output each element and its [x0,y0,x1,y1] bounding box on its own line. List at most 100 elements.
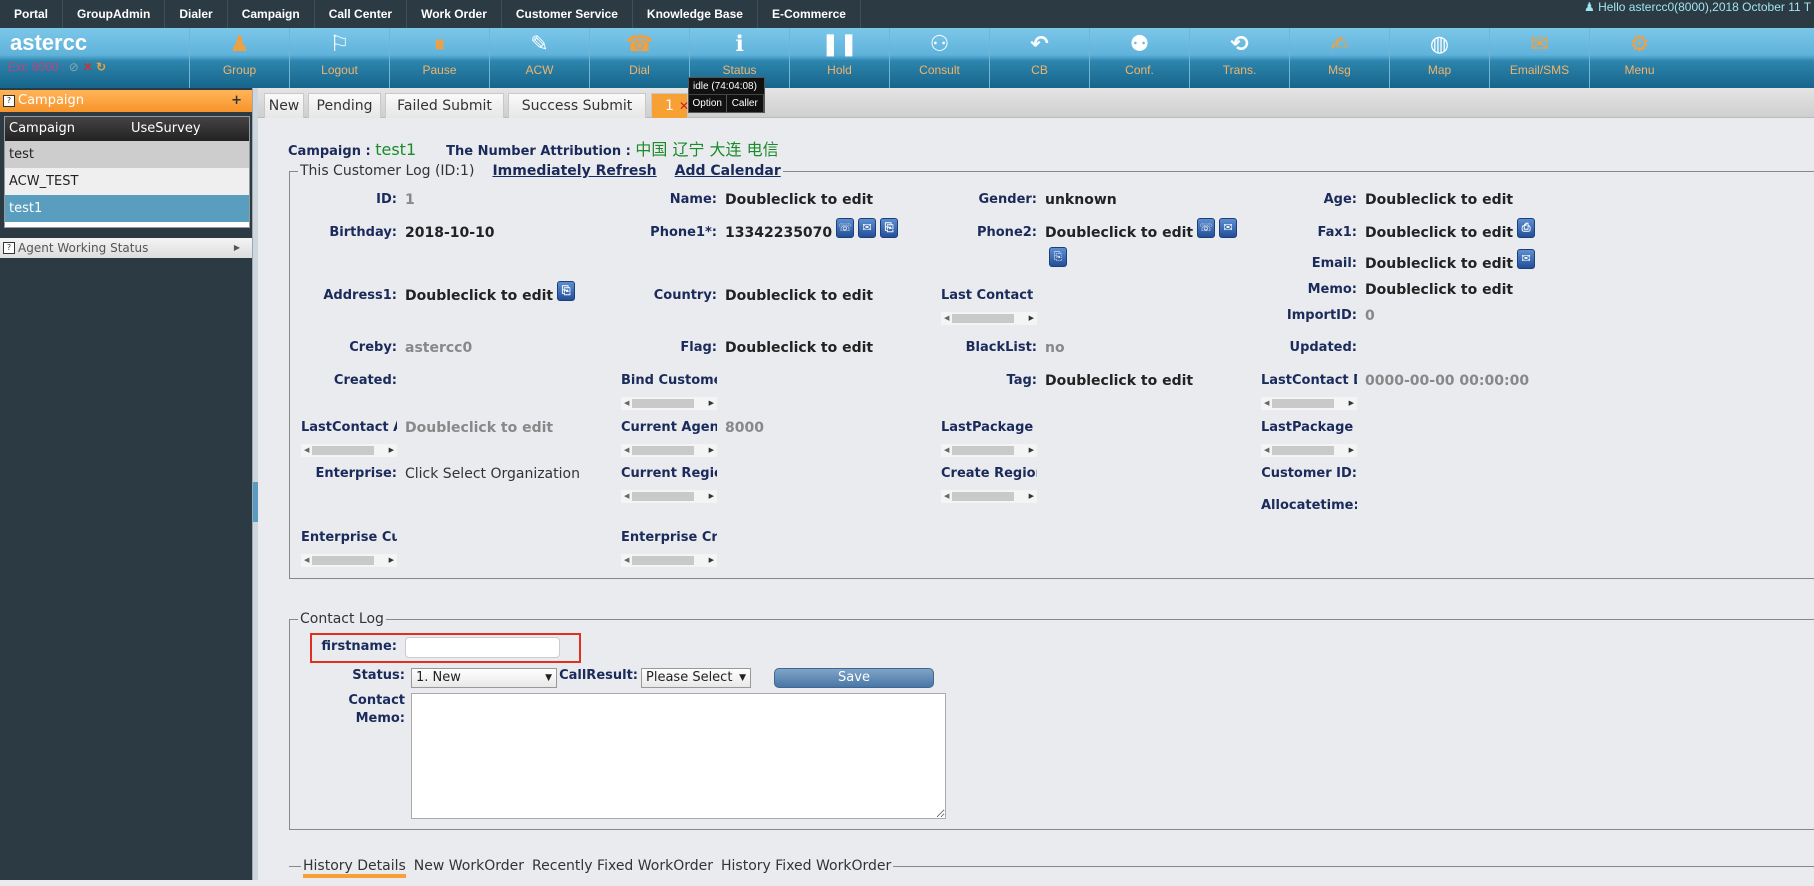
trans-button[interactable]: ⟲ Trans. [1189,28,1289,88]
field-value[interactable]: Click Select Organization [405,466,580,482]
scroll-right-icon[interactable]: ▶ [1348,446,1354,454]
campaign-row-selected[interactable]: test1 [5,195,249,222]
firstname-input[interactable] [405,637,560,658]
label-scrollbar[interactable]: ◀ ▶ [1261,444,1357,457]
conf-button[interactable]: ⚉ Conf. [1089,28,1189,88]
field-value[interactable]: unknown [1045,192,1117,208]
sms-icon[interactable]: ✉ [1219,218,1238,238]
copy-icon[interactable]: ⎘ [557,281,576,301]
cb-button[interactable]: ↶ CB [989,28,1089,88]
group-button[interactable]: ♟ Group [189,28,289,88]
close-tab-icon[interactable]: ✕ [678,99,689,113]
close-icon[interactable]: ✕ [82,60,93,74]
immediately-refresh-link[interactable]: Immediately Refresh [492,163,657,179]
label-scrollbar[interactable]: ◀ ▶ [301,444,397,457]
scroll-right-icon[interactable]: ▶ [388,446,394,454]
scroll-thumb[interactable] [1272,446,1334,455]
sms-icon[interactable]: ✉ [858,218,877,238]
campaign-panel-header[interactable]: ? Campaign + [0,90,252,112]
callresult-select[interactable]: Please Select ▼ [641,668,751,688]
scroll-right-icon[interactable]: ▶ [388,556,394,564]
refresh-icon[interactable]: ↻ [92,60,107,74]
scroll-thumb[interactable] [632,399,694,408]
scroll-thumb[interactable] [952,492,1014,501]
scroll-right-icon[interactable]: ▶ [708,446,714,454]
acw-button[interactable]: ✎ ACW [489,28,589,88]
scroll-right-icon[interactable]: ▶ [1348,399,1354,407]
scroll-right-icon[interactable]: ▶ [1028,314,1034,322]
label-scrollbar[interactable]: ◀ ▶ [621,444,717,457]
call-icon[interactable]: ☏ [1197,218,1216,238]
scroll-left-icon[interactable]: ◀ [1264,446,1270,454]
scroll-right-icon[interactable]: ▶ [708,556,714,564]
field-value[interactable]: Doubleclick to edit [725,192,874,208]
nav-call-center[interactable]: Call Center [315,0,408,28]
nav-e-commerce[interactable]: E-Commerce [758,0,861,28]
status-button[interactable]: ℹ Status [689,28,789,88]
scroll-left-icon[interactable]: ◀ [304,446,310,454]
campaign-row[interactable]: test [5,141,249,168]
tab-pending[interactable]: Pending [308,93,381,118]
field-value[interactable]: Doubleclick to edit [725,340,874,356]
caller-button[interactable]: Caller [727,95,764,113]
field-value[interactable]: 1 [405,192,415,208]
scroll-right-icon[interactable]: ▶ [708,399,714,407]
nav-portal[interactable]: Portal [0,0,64,28]
option-button[interactable]: Option [689,95,727,113]
msg-button[interactable]: ✍ Msg [1289,28,1389,88]
consult-button[interactable]: ⚇ Consult [889,28,989,88]
fax-icon[interactable]: ⎙ [1517,218,1536,238]
field-value[interactable]: 8000 [725,420,764,436]
add-campaign-button[interactable]: + [231,93,242,108]
email-icon[interactable]: ✉ [1517,249,1536,269]
tab-history-details[interactable]: History Details [303,858,406,878]
nav-dialer[interactable]: Dialer [165,0,228,28]
scroll-left-icon[interactable]: ◀ [624,446,630,454]
scroll-thumb[interactable] [952,314,1014,323]
label-scrollbar[interactable]: ◀ ▶ [621,554,717,567]
logout-button[interactable]: ⚐ Logout [289,28,389,88]
scroll-right-icon[interactable]: ▶ [1028,446,1034,454]
tab-history-fixed-workorder[interactable]: History Fixed WorkOrder [721,858,892,874]
add-calendar-link[interactable]: Add Calendar [674,163,781,179]
label-scrollbar[interactable]: ◀ ▶ [1261,397,1357,410]
field-value[interactable]: Doubleclick to edit [1365,282,1514,298]
scroll-thumb[interactable] [1272,399,1334,408]
scroll-right-icon[interactable]: ▶ [1028,492,1034,500]
tab-failed-submit[interactable]: Failed Submit [385,93,504,118]
tab-new[interactable]: New [264,93,304,118]
disable-icon[interactable]: ⊘ [65,60,79,74]
field-value[interactable]: 0 [1365,308,1375,324]
tab-new-workorder[interactable]: New WorkOrder [413,858,525,874]
copy-icon[interactable]: ⎘ [880,218,899,238]
label-scrollbar[interactable]: ◀ ▶ [301,554,397,567]
field-value[interactable]: Doubleclick to edit ⎙ [1365,218,1536,242]
field-value[interactable]: no [1045,340,1065,356]
field-value[interactable]: Doubleclick to edit ☏ ✉ [1045,218,1238,242]
scroll-thumb[interactable] [632,446,694,455]
field-value[interactable]: 2018-10-10 [405,225,495,241]
email-sms-button[interactable]: ✉ Email/SMS [1489,28,1589,88]
call-icon[interactable]: ☏ [836,218,855,238]
scroll-left-icon[interactable]: ◀ [944,492,950,500]
status-select[interactable]: 1. New ▼ [411,668,557,688]
nav-groupadmin[interactable]: GroupAdmin [63,0,166,28]
scroll-left-icon[interactable]: ◀ [624,492,630,500]
label-scrollbar[interactable]: ◀ ▶ [941,444,1037,457]
nav-campaign[interactable]: Campaign [228,0,315,28]
tab-customer-1[interactable]: 1 ✕ [651,93,689,118]
sidebar-splitter[interactable] [252,88,258,880]
pause-button[interactable]: ⏸ Pause [389,28,489,88]
hold-button[interactable]: ❚❚ Hold [789,28,889,88]
scroll-thumb[interactable] [312,446,374,455]
scroll-thumb[interactable] [952,446,1014,455]
splitter-handle[interactable] [253,482,258,522]
label-scrollbar[interactable]: ◀ ▶ [621,397,717,410]
menu-button[interactable]: ⚙ Menu [1589,28,1689,88]
scroll-right-icon[interactable]: ▶ [708,492,714,500]
scroll-left-icon[interactable]: ◀ [624,556,630,564]
field-value[interactable]: Doubleclick to edit ✉ [1365,249,1536,273]
field-value[interactable]: 13342235070 ☏ ✉ ⎘ [725,218,899,242]
tab-success-submit[interactable]: Success Submit [508,93,646,118]
scroll-left-icon[interactable]: ◀ [624,399,630,407]
